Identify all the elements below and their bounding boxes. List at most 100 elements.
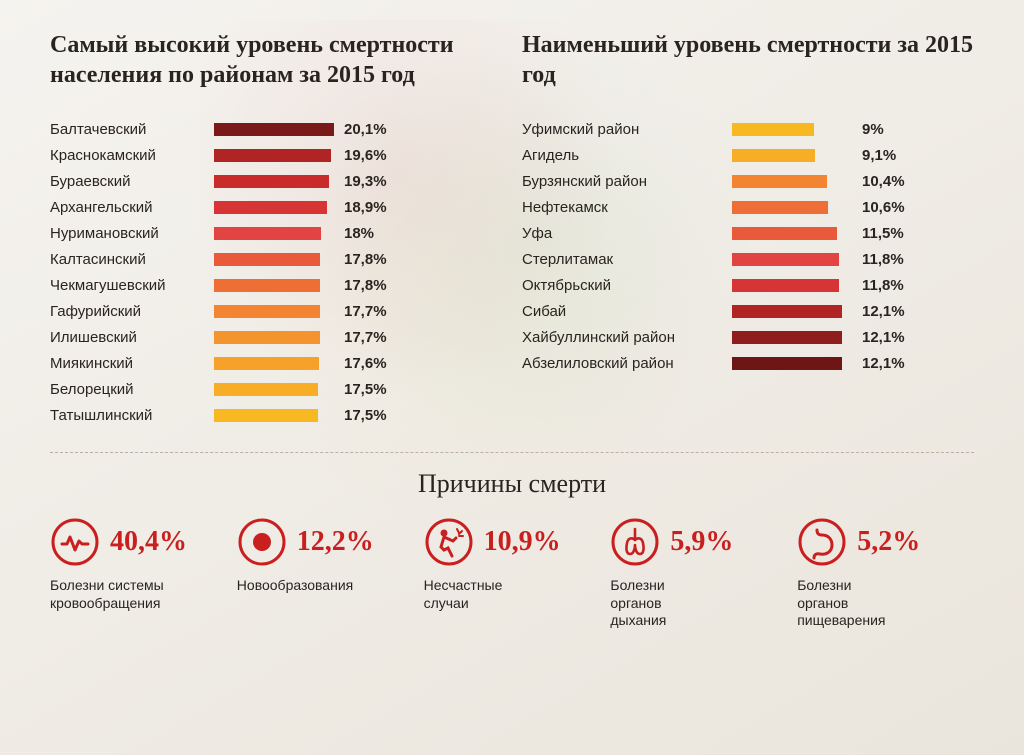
bar	[214, 357, 319, 370]
bar	[732, 201, 828, 214]
bar	[214, 149, 331, 162]
left-title: Самый высокий уровень смертности населен…	[50, 30, 502, 90]
row-label: Балтачевский	[50, 121, 214, 138]
bar	[732, 123, 814, 136]
bar-wrap	[732, 331, 842, 344]
bar-wrap	[732, 227, 842, 240]
table-row: Нефтекамск10,6%	[522, 194, 974, 220]
bar-wrap	[732, 279, 842, 292]
table-row: Краснокамский19,6%	[50, 142, 502, 168]
bar-wrap	[214, 149, 334, 162]
row-label: Бурзянский район	[522, 173, 732, 190]
row-value: 9,1%	[862, 147, 922, 164]
table-row: Миякинский17,6%	[50, 350, 502, 376]
cause-top: 5,9%	[610, 517, 787, 567]
table-row: Сибай12,1%	[522, 298, 974, 324]
columns-wrapper: Самый высокий уровень смертности населен…	[50, 30, 974, 428]
row-label: Белорецкий	[50, 381, 214, 398]
table-row: Октябрьский11,8%	[522, 272, 974, 298]
row-value: 19,3%	[344, 173, 387, 190]
row-value: 11,5%	[862, 225, 922, 242]
row-value: 17,5%	[344, 407, 387, 424]
bar-wrap	[732, 201, 842, 214]
bar	[214, 227, 321, 240]
row-value: 17,8%	[344, 251, 387, 268]
row-label: Хайбуллинский район	[522, 329, 732, 346]
bar	[732, 357, 842, 370]
row-value: 17,8%	[344, 277, 387, 294]
table-row: Илишевский17,7%	[50, 324, 502, 350]
row-value: 19,6%	[344, 147, 387, 164]
row-value: 17,5%	[344, 381, 387, 398]
right-title: Наименьший уровень смертности за 2015 го…	[522, 30, 974, 90]
bar	[214, 279, 320, 292]
cause-item: 12,2%Новообразования	[237, 517, 414, 630]
row-value: 10,4%	[862, 173, 922, 190]
bar-wrap	[214, 227, 334, 240]
accident-icon	[424, 517, 474, 567]
heartbeat-icon	[50, 517, 100, 567]
cause-item: 5,2%Болезни органов пищеварения	[797, 517, 974, 630]
table-row: Стерлитамак11,8%	[522, 246, 974, 272]
causes-title: Причины смерти	[50, 469, 974, 499]
table-row: Абзелиловский район12,1%	[522, 350, 974, 376]
cause-label: Несчастные случаи	[424, 577, 601, 612]
table-row: Чекмагушевский 17,8%	[50, 272, 502, 298]
table-row: Бураевский 19,3%	[50, 168, 502, 194]
cause-percent: 12,2%	[297, 526, 374, 558]
row-value: 18,9%	[344, 199, 387, 216]
bar-wrap	[214, 357, 334, 370]
cause-top: 10,9%	[424, 517, 601, 567]
highest-mortality-column: Самый высокий уровень смертности населен…	[50, 30, 502, 428]
table-row: Бурзянский район 10,4%	[522, 168, 974, 194]
bar-wrap	[214, 201, 334, 214]
bar-wrap	[214, 305, 334, 318]
row-label: Чекмагушевский	[50, 277, 214, 294]
row-label: Татышлинский	[50, 407, 214, 424]
bar-wrap	[214, 123, 334, 136]
cause-label: Болезни органов дыхания	[610, 577, 787, 630]
bar-wrap	[214, 409, 334, 422]
bar	[732, 149, 815, 162]
bar	[214, 409, 318, 422]
row-label: Илишевский	[50, 329, 214, 346]
table-row: Калтасинский17,8%	[50, 246, 502, 272]
causes-row: 40,4%Болезни системы кровообращения12,2%…	[50, 517, 974, 630]
cause-item: 10,9% Несчастные случаи	[424, 517, 601, 630]
row-label: Абзелиловский район	[522, 355, 732, 372]
highest-mortality-list: Балтачевский20,1%Краснокамский19,6%Бурае…	[50, 116, 502, 428]
row-value: 11,8%	[862, 277, 922, 294]
row-label: Бураевский	[50, 173, 214, 190]
bar-wrap	[732, 149, 842, 162]
row-label: Нуримановский	[50, 225, 214, 242]
table-row: Уфимский район9%	[522, 116, 974, 142]
bar-wrap	[732, 357, 842, 370]
bar	[732, 227, 837, 240]
stomach-icon	[797, 517, 847, 567]
bar	[732, 331, 842, 344]
table-row: Татышлинский 17,5%	[50, 402, 502, 428]
table-row: Балтачевский20,1%	[50, 116, 502, 142]
table-row: Архангельский18,9%	[50, 194, 502, 220]
cause-top: 40,4%	[50, 517, 227, 567]
tumor-icon	[237, 517, 287, 567]
cause-top: 12,2%	[237, 517, 414, 567]
bar	[732, 253, 839, 266]
bar	[214, 201, 327, 214]
cause-top: 5,2%	[797, 517, 974, 567]
cause-percent: 5,2%	[857, 526, 920, 558]
row-value: 18%	[344, 225, 374, 242]
section-divider	[50, 452, 974, 453]
bar	[732, 305, 842, 318]
bar	[214, 175, 329, 188]
cause-percent: 10,9%	[484, 526, 561, 558]
row-label: Миякинский	[50, 355, 214, 372]
bar-wrap	[214, 279, 334, 292]
bar-wrap	[214, 175, 334, 188]
bar	[214, 383, 318, 396]
bar-wrap	[732, 305, 842, 318]
bar	[214, 331, 320, 344]
table-row: Гафурийский17,7%	[50, 298, 502, 324]
lungs-icon	[610, 517, 660, 567]
cause-percent: 40,4%	[110, 526, 187, 558]
